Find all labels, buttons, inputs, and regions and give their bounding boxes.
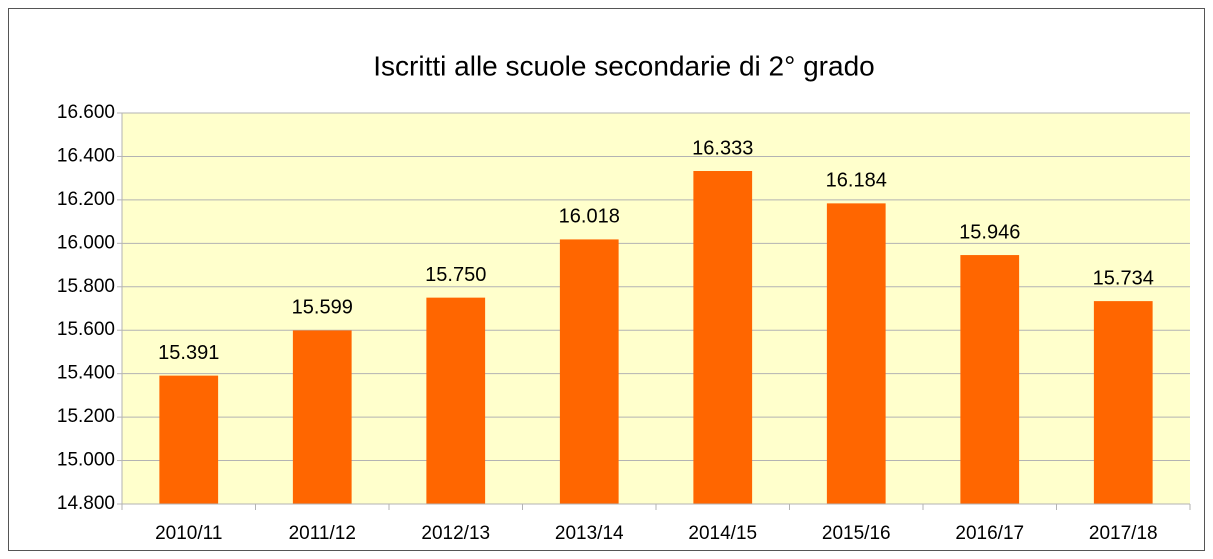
value-label: 15.599 <box>292 297 353 319</box>
bar <box>159 375 219 504</box>
x-tick-label: 2013/14 <box>555 523 624 544</box>
value-label: 16.333 <box>692 137 753 159</box>
y-tick-label: 16.400 <box>57 145 115 166</box>
bar <box>960 255 1020 504</box>
y-tick-label: 16.000 <box>57 232 115 253</box>
x-tick-label: 2010/11 <box>155 523 222 544</box>
y-tick-label: 15.400 <box>57 363 115 384</box>
y-tick-label: 16.600 <box>57 102 115 123</box>
x-tick-label: 2015/16 <box>822 523 891 544</box>
value-label: 15.391 <box>158 342 219 364</box>
value-label: 16.184 <box>826 170 887 192</box>
y-tick-label: 15.000 <box>57 450 115 471</box>
value-label: 15.946 <box>959 221 1020 243</box>
y-tick-label: 15.200 <box>57 406 115 427</box>
x-tick-label: 2011/12 <box>289 523 356 544</box>
y-tick-label: 15.600 <box>57 319 115 340</box>
plot-area <box>122 113 1190 504</box>
bar <box>292 330 352 504</box>
y-tick-label: 14.800 <box>57 493 115 514</box>
bar <box>1093 301 1153 504</box>
x-tick-label: 2017/18 <box>1089 523 1158 544</box>
y-tick-label: 16.200 <box>57 189 115 210</box>
y-tick-label: 15.800 <box>57 276 115 297</box>
chart-title: Iscritti alle scuole secondarie di 2° gr… <box>373 50 874 81</box>
value-label: 15.750 <box>425 264 486 286</box>
x-tick-label: 2014/15 <box>688 523 757 544</box>
value-label: 15.734 <box>1093 267 1154 289</box>
bar <box>559 239 619 504</box>
x-tick-label: 2012/13 <box>421 523 490 544</box>
x-tick-label: 2016/17 <box>955 523 1024 544</box>
bar <box>826 203 886 504</box>
bar <box>693 170 753 504</box>
bar <box>426 297 486 504</box>
value-label: 16.018 <box>559 206 620 228</box>
